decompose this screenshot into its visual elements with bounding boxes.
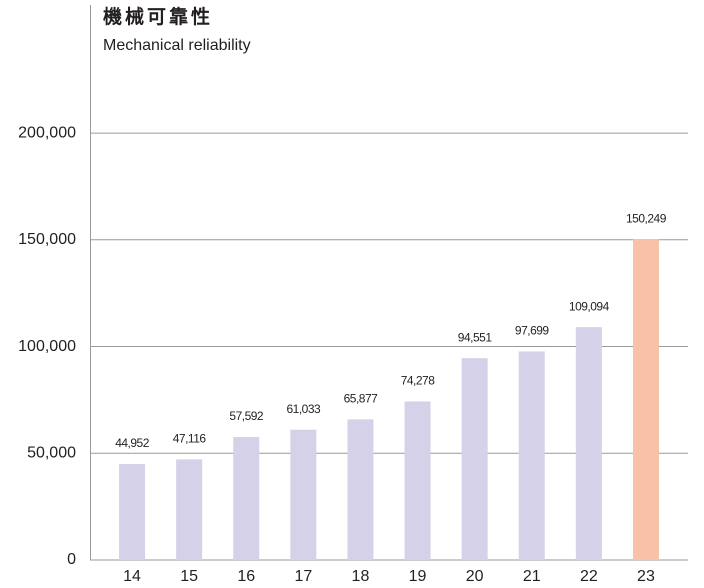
bar bbox=[461, 358, 488, 560]
chart-subtitle: Mechanical reliability bbox=[103, 37, 251, 54]
bar bbox=[575, 327, 602, 560]
value-label: 97,699 bbox=[515, 324, 550, 338]
bar bbox=[176, 459, 203, 560]
value-label: 47,116 bbox=[173, 432, 207, 446]
bar bbox=[347, 419, 374, 560]
y-tick-label: 0 bbox=[67, 551, 76, 568]
x-tick-label: 20 bbox=[466, 568, 484, 585]
bar bbox=[290, 429, 317, 560]
bar bbox=[119, 464, 146, 560]
x-tick-label: 19 bbox=[409, 568, 427, 585]
value-label: 94,551 bbox=[458, 330, 493, 344]
x-tick-label: 15 bbox=[180, 568, 198, 585]
bar bbox=[632, 239, 659, 560]
y-tick-label: 50,000 bbox=[27, 444, 76, 461]
value-label: 150,249 bbox=[626, 211, 667, 225]
y-tick-label: 150,000 bbox=[18, 231, 76, 248]
x-tick-label: 18 bbox=[352, 568, 370, 585]
value-label: 57,592 bbox=[229, 409, 264, 423]
value-label: 61,033 bbox=[286, 402, 321, 416]
value-label: 65,877 bbox=[344, 392, 379, 406]
x-tick-label: 17 bbox=[294, 568, 312, 585]
x-tick-label: 23 bbox=[637, 568, 655, 585]
bar bbox=[404, 401, 431, 560]
bar bbox=[518, 351, 545, 560]
bar bbox=[233, 437, 260, 560]
x-tick-label: 14 bbox=[123, 568, 141, 585]
value-label: 74,278 bbox=[401, 374, 436, 388]
value-label: 44,952 bbox=[115, 436, 150, 450]
chart-title: 機械可靠性 bbox=[103, 5, 213, 28]
value-label: 109,094 bbox=[569, 299, 610, 313]
x-tick-label: 16 bbox=[237, 568, 255, 585]
y-tick-label: 200,000 bbox=[18, 124, 76, 141]
x-tick-label: 22 bbox=[580, 568, 598, 585]
x-tick-label: 21 bbox=[523, 568, 541, 585]
y-tick-label: 100,000 bbox=[18, 338, 76, 355]
